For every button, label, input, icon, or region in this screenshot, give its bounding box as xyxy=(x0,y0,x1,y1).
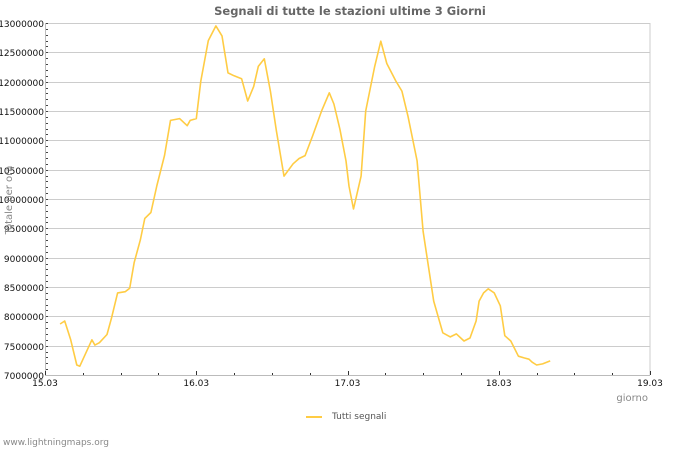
y-tick-label: 7000000 xyxy=(4,372,44,382)
y-tick-label: 8500000 xyxy=(4,284,44,294)
y-tick-label: 7500000 xyxy=(4,343,44,353)
x-axis-label: giorno xyxy=(616,393,648,404)
x-tick-label: 18.03 xyxy=(486,379,512,389)
chart-title: Segnali di tutte le stazioni ultime 3 Gi… xyxy=(214,4,486,18)
y-tick-label: 8000000 xyxy=(4,313,44,323)
y-tick-label: 11500000 xyxy=(0,108,44,118)
x-tick-label: 15.03 xyxy=(32,379,58,389)
x-tick-label: 16.03 xyxy=(183,379,209,389)
y-tick-label: 12000000 xyxy=(0,79,44,89)
y-tick-label: 13000000 xyxy=(0,20,44,30)
y-tick-label: 12500000 xyxy=(0,49,44,59)
legend: Tutti segnali xyxy=(306,412,386,422)
y-axis: 7000000 7500000 8000000 8500000 9000000 95000… xyxy=(0,20,48,382)
x-axis: 15.03 16.03 17.03 18.03 19.03 xyxy=(32,371,663,389)
y-tick-label: 10500000 xyxy=(0,167,44,177)
gridlines xyxy=(45,23,651,376)
series-line-tutti-segnali xyxy=(59,25,551,368)
y-tick-label: 9000000 xyxy=(4,255,44,265)
x-tick-label: 19.03 xyxy=(637,379,663,389)
legend-swatch-tutti-segnali xyxy=(306,416,322,418)
y-tick-label: 11000000 xyxy=(0,137,44,147)
y-tick-label: 10000000 xyxy=(0,196,44,206)
x-tick-label: 17.03 xyxy=(335,379,361,389)
legend-label: Tutti segnali xyxy=(332,412,387,422)
y-tick-label: 9500000 xyxy=(4,225,44,235)
y-axis-label: Totale per ora xyxy=(4,166,15,236)
footer-credit: www.lightningmaps.org xyxy=(3,438,109,448)
